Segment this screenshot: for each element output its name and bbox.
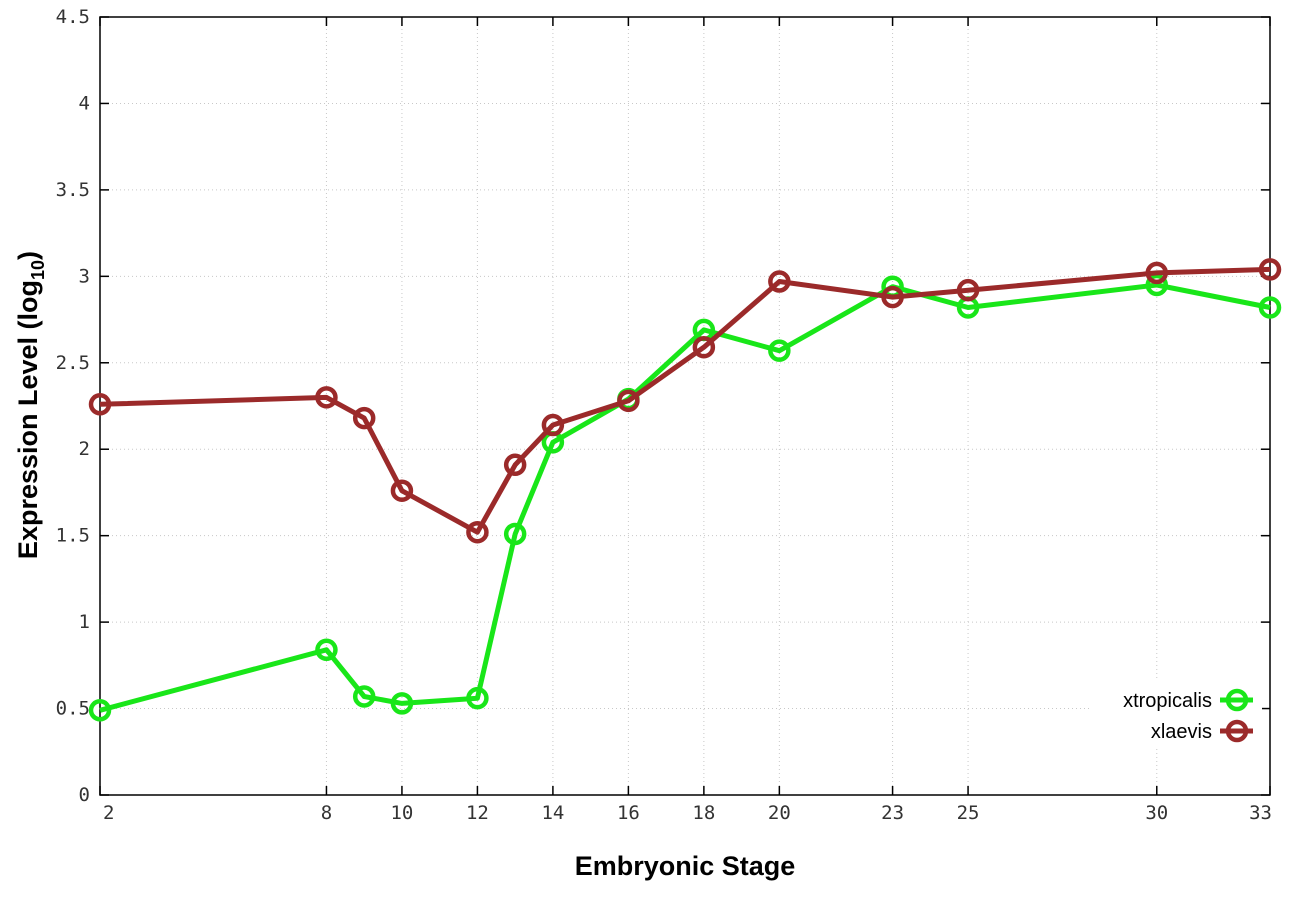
y-tick-label: 2.5 [56, 352, 90, 374]
legend-item-xlaevis: xlaevis [1151, 719, 1253, 743]
x-tick-label: 30 [1145, 802, 1168, 824]
x-axis-title: Embryonic Stage [575, 851, 796, 881]
y-tick-label: 0 [79, 784, 90, 806]
data-point-xtropicalis [352, 685, 376, 708]
x-tick-label: 12 [466, 802, 489, 824]
x-tick-label: 25 [957, 802, 980, 824]
x-tick-label: 23 [881, 802, 904, 824]
data-point-xlaevis [956, 278, 980, 302]
legend-label: xtropicalis [1123, 690, 1212, 712]
data-point-xtropicalis [466, 686, 489, 710]
data-point-xlaevis [1258, 258, 1282, 281]
y-axis-title: Expression Level (log10) [13, 251, 48, 559]
legend-marker-swatch [1225, 688, 1249, 712]
plot-frame [99, 16, 1271, 796]
series-line-xtropicalis [99, 282, 1271, 713]
x-tick-label: 2 [103, 802, 114, 824]
y-tick-label: 3.5 [56, 179, 90, 201]
y-tick-label: 1.5 [56, 525, 90, 547]
data-point-xlaevis [390, 479, 414, 502]
data-point-xlaevis [692, 335, 716, 359]
series-xtropicalis [88, 273, 1282, 722]
series-xlaevis [88, 258, 1282, 544]
y-axis-title-close: ) [13, 251, 43, 260]
data-point-xlaevis [352, 406, 376, 430]
tick-layer: 0 0.5 1 1.5 2 2.5 3 3.5 4 4.5 2 8 10 12 14 16 18 20 23 25 30… [56, 6, 1272, 824]
x-tick-label: 20 [768, 802, 791, 824]
y-axis-title-subscript: 10 [28, 260, 48, 280]
x-tick-label: 14 [541, 802, 564, 824]
y-tick-label: 3 [79, 265, 90, 287]
series-line-xlaevis [99, 266, 1271, 535]
y-tick-label: 4.5 [56, 6, 90, 28]
x-tick-label: 18 [692, 802, 715, 824]
data-point-xtropicalis [1258, 296, 1282, 319]
y-axis-title-main: Expression Level (log [13, 280, 43, 559]
data-point-xtropicalis [503, 522, 527, 546]
data-point-xlaevis [1145, 261, 1169, 285]
data-point-xtropicalis [768, 339, 791, 362]
data-point-xlaevis [88, 393, 112, 416]
data-point-xlaevis [881, 285, 904, 309]
legend: xtropicalis xlaevis [1090, 678, 1262, 748]
legend-label: xlaevis [1151, 721, 1212, 743]
x-tick-label: 8 [321, 802, 332, 824]
data-point-xtropicalis [390, 692, 414, 715]
data-point-xtropicalis [1145, 273, 1169, 297]
data-point-xtropicalis [315, 638, 338, 662]
y-tick-label: 4 [79, 92, 90, 114]
data-point-xtropicalis [88, 699, 112, 722]
series-layer [88, 258, 1282, 722]
data-point-xlaevis [466, 520, 489, 544]
x-tick-label: 33 [1249, 802, 1272, 824]
y-tick-label: 2 [79, 438, 90, 460]
y-tick-label: 0.5 [56, 698, 90, 720]
y-tick-label: 1 [79, 611, 90, 633]
data-point-xlaevis [768, 270, 791, 293]
data-point-xlaevis [503, 453, 527, 477]
x-tick-label: 16 [617, 802, 640, 824]
data-point-xlaevis [617, 389, 640, 413]
data-point-xlaevis [541, 413, 565, 437]
x-tick-label: 10 [390, 802, 413, 824]
data-point-xlaevis [315, 386, 338, 409]
legend-item-xtropicalis: xtropicalis [1123, 688, 1253, 712]
legend-marker-swatch [1225, 719, 1249, 743]
